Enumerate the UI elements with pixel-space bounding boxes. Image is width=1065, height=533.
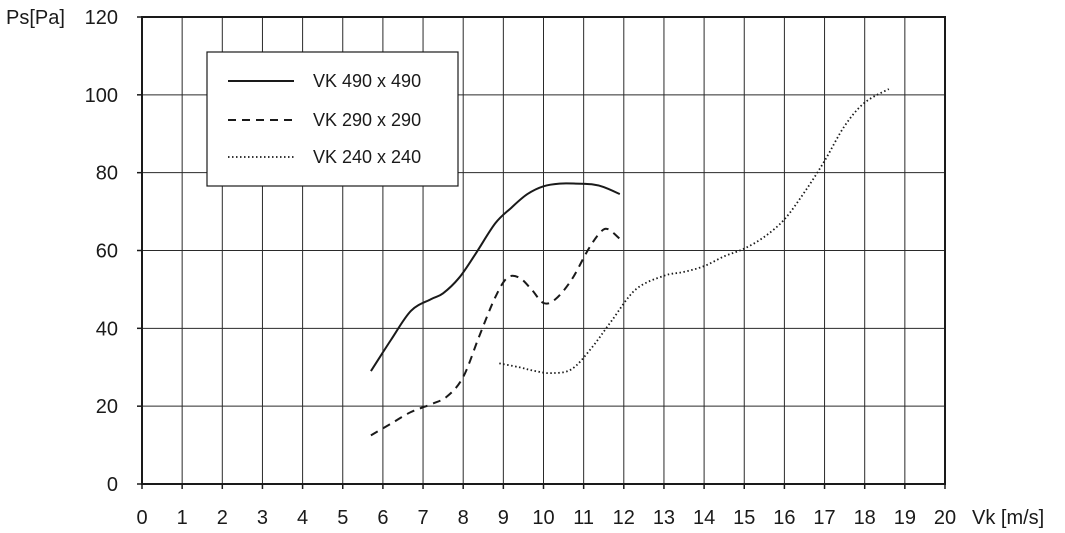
x-tick-label: 3 bbox=[257, 507, 268, 529]
legend-label-vk-290: VK 290 x 290 bbox=[313, 110, 421, 130]
x-tick-label: 20 bbox=[934, 507, 956, 529]
x-tick-label: 19 bbox=[894, 507, 916, 529]
x-tick-label: 16 bbox=[773, 507, 795, 529]
series-layer bbox=[370, 88, 890, 437]
series-line-vk-240-x-240 bbox=[499, 88, 890, 375]
x-tick-label: 4 bbox=[297, 507, 308, 529]
x-tick-label: 5 bbox=[337, 507, 348, 529]
x-tick-label: 10 bbox=[532, 507, 554, 529]
y-tick-label: 40 bbox=[96, 318, 118, 340]
x-tick-label: 7 bbox=[417, 507, 428, 529]
y-tick-label: 20 bbox=[96, 396, 118, 418]
legend-label-vk-240: VK 240 x 240 bbox=[313, 147, 421, 167]
y-tick-label: 60 bbox=[96, 241, 118, 263]
series-line-vk-290-x-290 bbox=[370, 227, 621, 437]
x-tick-label: 18 bbox=[854, 507, 876, 529]
y-axis-label: Ps[Pa] bbox=[6, 7, 65, 29]
x-tick-label: 15 bbox=[733, 507, 755, 529]
y-tick-label: 120 bbox=[85, 7, 118, 29]
legend: VK 490 x 490 VK 290 x 290 VK 240 x 240 bbox=[206, 51, 459, 187]
x-tick-label: 2 bbox=[217, 507, 228, 529]
x-tick-label: 12 bbox=[613, 507, 635, 529]
x-tick-label: 11 bbox=[573, 507, 594, 529]
x-tick-label: 6 bbox=[377, 507, 388, 529]
x-tick-label: 14 bbox=[693, 507, 715, 529]
x-tick-label: 1 bbox=[177, 507, 188, 529]
y-tick-label: 100 bbox=[85, 85, 118, 107]
x-tick-label: 13 bbox=[653, 507, 675, 529]
legend-label-vk-490: VK 490 x 490 bbox=[313, 71, 421, 91]
x-tick-label: 17 bbox=[813, 507, 835, 529]
series-line-vk-490-x-490 bbox=[370, 182, 621, 372]
x-tick-label: 9 bbox=[498, 507, 509, 529]
x-axis-label: Vk [m/s] bbox=[972, 507, 1044, 529]
y-tick-label: 80 bbox=[96, 163, 118, 185]
x-tick-label: 8 bbox=[458, 507, 469, 529]
y-tick-label: 0 bbox=[107, 474, 118, 496]
x-tick-label: 0 bbox=[136, 507, 147, 529]
tick-labels: 0 1 2 3 4 5 6 7 8 9 10 11 12 13 14 15 16 17 18 19 2002040608… bbox=[85, 7, 957, 529]
